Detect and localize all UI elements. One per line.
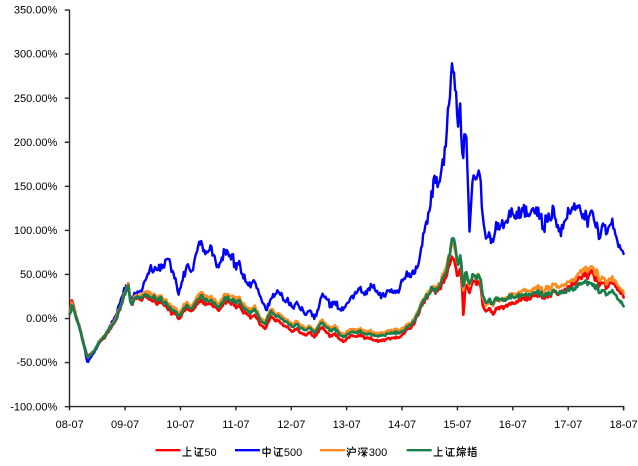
svg-text:-100.00%: -100.00% — [10, 401, 57, 413]
svg-text:11-07: 11-07 — [222, 419, 249, 431]
svg-text:300.00%: 300.00% — [14, 49, 58, 61]
svg-text:50.00%: 50.00% — [20, 269, 58, 281]
svg-text:500: 500 — [284, 447, 302, 459]
svg-text:17-07: 17-07 — [554, 419, 582, 431]
svg-text:150.00%: 150.00% — [14, 181, 58, 193]
svg-text:-50.00%: -50.00% — [16, 357, 57, 369]
svg-text:15-07: 15-07 — [443, 419, 471, 431]
svg-text:50: 50 — [204, 447, 216, 459]
svg-text:250.00%: 250.00% — [14, 93, 58, 105]
svg-text:18-07: 18-07 — [610, 419, 638, 431]
svg-text:09-07: 09-07 — [111, 419, 139, 431]
svg-text:0.00%: 0.00% — [26, 313, 57, 325]
svg-text:100.00%: 100.00% — [14, 225, 58, 237]
svg-text:12-07: 12-07 — [277, 419, 305, 431]
svg-text:350.00%: 350.00% — [14, 5, 58, 17]
svg-text:300: 300 — [369, 447, 387, 459]
svg-text:10-07: 10-07 — [166, 419, 194, 431]
svg-text:13-07: 13-07 — [333, 419, 361, 431]
svg-text:200.00%: 200.00% — [14, 137, 58, 149]
svg-text:08-07: 08-07 — [56, 419, 84, 431]
svg-text:14-07: 14-07 — [388, 419, 416, 431]
svg-text:16-07: 16-07 — [499, 419, 527, 431]
